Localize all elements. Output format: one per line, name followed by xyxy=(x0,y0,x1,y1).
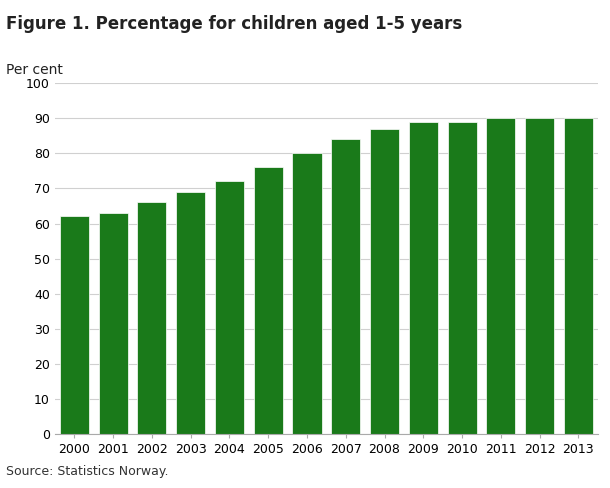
Bar xyxy=(370,129,399,434)
Bar xyxy=(331,139,361,434)
Bar xyxy=(60,217,89,434)
Bar xyxy=(215,182,244,434)
Bar xyxy=(254,167,282,434)
Bar xyxy=(176,192,205,434)
Text: Per cent: Per cent xyxy=(6,63,63,78)
Text: Source: Statistics Norway.: Source: Statistics Norway. xyxy=(6,465,168,478)
Bar xyxy=(292,153,321,434)
Text: Figure 1. Percentage for children aged 1-5 years: Figure 1. Percentage for children aged 1… xyxy=(6,15,462,33)
Bar xyxy=(137,203,167,434)
Bar xyxy=(525,118,554,434)
Bar xyxy=(486,118,515,434)
Bar xyxy=(99,213,127,434)
Bar xyxy=(448,122,476,434)
Bar xyxy=(409,122,438,434)
Bar xyxy=(564,118,593,434)
